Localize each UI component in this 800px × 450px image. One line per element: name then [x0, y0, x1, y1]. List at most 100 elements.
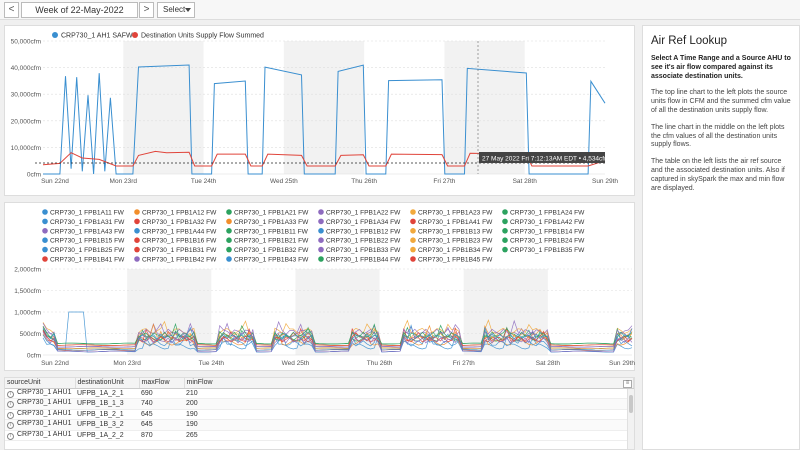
legend-label: CRP730_1 FPB1A22 FW — [326, 210, 401, 217]
legend-swatch — [318, 246, 324, 253]
prev-week-button[interactable]: < — [4, 2, 19, 18]
y-tick-label: 30,000cfm — [11, 92, 41, 99]
hover-tooltip-text: 27 May 2022 Fri 7:12:13AM EDT • 4,534cfm — [482, 156, 610, 163]
col-header-max-flow[interactable]: maxFlow — [139, 378, 185, 389]
legend-label: CRP730_1 FPB1A23 FW — [418, 210, 493, 217]
info-icon[interactable]: i — [7, 411, 14, 419]
legend-swatch — [134, 237, 140, 243]
air-ref-table-panel: sourceUnit destinationUnit maxFlow minFl… — [4, 377, 635, 450]
sidebar-paragraph-middle-chart: The line chart in the middle on the left… — [651, 123, 785, 149]
scrollbar-thumb[interactable] — [629, 395, 633, 413]
legend-swatch — [226, 228, 232, 234]
cell-text: CRP730_1 AHU1 — [17, 388, 72, 396]
legend-swatch — [42, 218, 48, 225]
select-dropdown[interactable]: Select — [157, 2, 195, 18]
info-sidebar: Air Ref Lookup Select A Time Range and a… — [642, 25, 800, 450]
weekday-band — [283, 41, 365, 174]
y-tick-label: 1,000cfm — [14, 310, 41, 317]
select-label: Select — [163, 5, 186, 14]
cell-max-flow: 740 — [139, 398, 184, 410]
y-tick-label: 40,000cfm — [11, 65, 41, 72]
legend-swatch — [134, 218, 140, 225]
legend-swatch — [502, 218, 508, 225]
supply-flow-series-line — [43, 64, 606, 175]
legend-swatch — [42, 256, 48, 262]
legend-swatch — [410, 228, 416, 234]
legend-swatch — [226, 218, 232, 225]
cell-source-unit: i CRP730_1 AHU1 — [5, 388, 75, 399]
table-row[interactable]: i CRP730_1 AHU1 UFPB_1B_2_1 645 190 — [5, 409, 634, 420]
y-tick-label: 2,000cfm — [14, 267, 41, 274]
legend-label: CRP730_1 FPB1A12 FW — [142, 210, 217, 217]
legend-swatch — [410, 218, 416, 225]
legend-swatch — [226, 237, 232, 243]
legend-swatch — [226, 209, 232, 215]
cell-source-unit: i CRP730_1 AHU1 — [5, 398, 75, 410]
legend-swatch — [410, 256, 416, 262]
x-tick-label: Fri 27th — [433, 178, 455, 185]
x-tick-label: Mon 23rd — [110, 178, 138, 185]
info-icon[interactable]: i — [7, 432, 14, 440]
legend-label-supply: CRP730_1 AH1 SAFW — [61, 33, 133, 40]
cell-destination-unit: UFPB_1B_3_2 — [75, 419, 139, 431]
cell-max-flow: 645 — [139, 419, 184, 431]
legend-swatch — [318, 237, 324, 243]
legend-label: CRP730_1 FPB1B24 FW — [510, 238, 585, 245]
legend-swatch — [42, 246, 48, 253]
legend-swatch — [134, 228, 140, 234]
legend-label: CRP730_1 FPB1B15 FW — [50, 238, 125, 245]
x-tick-label: Thu 26th — [367, 360, 393, 367]
col-header-min-flow[interactable]: minFlow — [184, 378, 634, 389]
dest-flow-series-line — [42, 150, 606, 167]
legend-label: CRP730_1 FPB1B43 FW — [234, 257, 309, 264]
legend-label: CRP730_1 FPB1A33 FW — [234, 219, 309, 226]
col-header-destination-unit[interactable]: destinationUnit — [75, 378, 140, 389]
legend-swatch — [42, 237, 48, 243]
legend-label: CRP730_1 FPB1B16 FW — [142, 238, 217, 245]
table-row[interactable]: i CRP730_1 AHU1 UFPB_1B_3_2 645 190 — [5, 419, 634, 431]
info-icon[interactable]: i — [7, 422, 14, 430]
info-icon[interactable]: i — [7, 390, 14, 398]
cell-max-flow: 690 — [139, 388, 184, 399]
next-week-button[interactable]: > — [139, 2, 154, 18]
dest-flow-chart[interactable]: CRP730_1 FPB1A11 FW CRP730_1 FPB1A12 FW CR… — [5, 203, 636, 372]
legend-swatch — [42, 228, 48, 234]
legend-label: CRP730_1 FPB1A32 FW — [142, 219, 217, 226]
table-menu-icon[interactable]: ≡ — [623, 380, 632, 388]
cell-min-flow: 190 — [184, 409, 634, 420]
y-tick-label: 10,000cfm — [11, 145, 41, 152]
legend-label: CRP730_1 FPB1B35 FW — [510, 247, 585, 254]
cell-destination-unit: UFPB_1A_2_2 — [75, 430, 139, 441]
table-row[interactable]: i CRP730_1 AHU1 UFPB_1A_2_2 870 265 — [5, 430, 634, 441]
week-range-field[interactable]: Week of 22-May-2022 — [21, 2, 138, 18]
legend-swatch — [502, 228, 508, 234]
legend-label: CRP730_1 FPB1B42 FW — [142, 257, 217, 264]
legend-label: CRP730_1 FPB1B32 FW — [234, 247, 309, 254]
dest-unit-series-line — [42, 329, 633, 353]
legend-swatch — [226, 256, 232, 262]
legend-swatch — [502, 209, 508, 215]
cell-source-unit: i CRP730_1 AHU1 — [5, 409, 75, 420]
cell-min-flow: 190 — [184, 419, 634, 431]
cell-min-flow: 210 — [184, 388, 634, 399]
source-flow-chart[interactable]: 50,000cfm 40,000cfm 30,000cfm 20,000cfm 10,0… — [5, 26, 636, 197]
legend-label: CRP730_1 FPB1B23 FW — [418, 238, 493, 245]
col-header-source-unit[interactable]: sourceUnit — [5, 378, 76, 389]
table-row[interactable]: i CRP730_1 AHU1 UFPB_1A_2_1 690 210 — [5, 388, 634, 399]
y-tick-label: 20,000cfm — [11, 118, 41, 125]
x-tick-label: Sun 22nd — [41, 178, 69, 185]
cell-destination-unit: UFPB_1B_1_3 — [75, 398, 139, 410]
legend-label: CRP730_1 FPB1B11 FW — [234, 228, 309, 235]
legend-label: CRP730_1 FPB1A34 FW — [326, 219, 401, 226]
legend-swatch — [42, 209, 48, 215]
cell-source-unit: i CRP730_1 AHU1 — [5, 419, 75, 431]
table-scrollbar[interactable] — [627, 389, 634, 449]
table-row[interactable]: i CRP730_1 AHU1 UFPB_1B_1_3 740 200 — [5, 398, 634, 410]
dest-unit-series-line — [42, 319, 633, 348]
y-tick-label: 0cfm — [27, 353, 41, 360]
toolbar: < Week of 22-May-2022 > Select — [0, 0, 800, 20]
info-icon[interactable]: i — [7, 401, 14, 409]
legend-swatch — [318, 209, 324, 215]
cell-min-flow: 265 — [184, 430, 634, 441]
dest-unit-series-line — [42, 329, 633, 346]
